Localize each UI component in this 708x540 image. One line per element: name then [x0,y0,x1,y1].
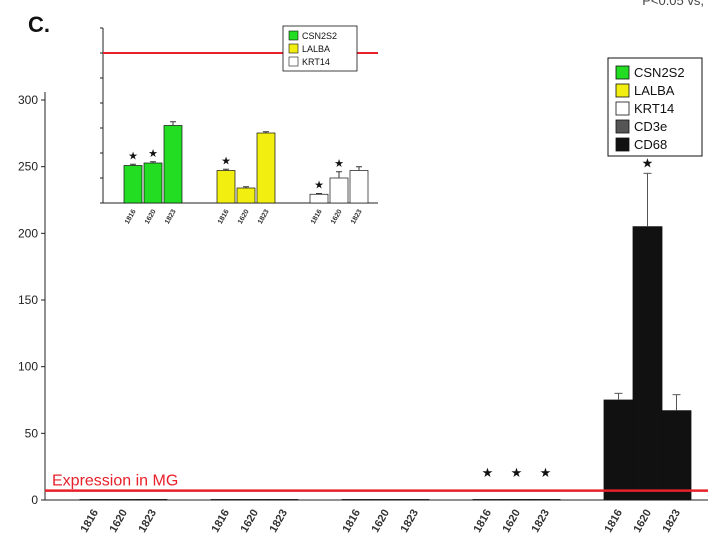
bar-cd3e-1816 [472,499,503,501]
inset-chart: ★ 1816 ★ 1620 1823 ★ 1816 1620 1823 ★ 1816 ★ 1620 182… [100,25,378,225]
inset-legend-label: LALBA [302,44,330,54]
y-tick-label: 100 [18,360,38,374]
inset-legend: CSN2S2 LALBA KRT14 [282,25,358,72]
inset-bar-krt14-1823 [349,170,369,204]
inset-x-tick-label: 1823 [350,208,364,225]
inset-legend-swatch-csn2s2 [288,30,299,41]
bar-cd68-1823 [661,410,692,501]
bar-csn2s2-1816 [79,499,110,501]
bar-lalba-1823 [268,499,299,501]
legend-swatch-krt14 [615,101,630,116]
inset-significance-star: ★ [128,150,138,162]
x-tick-label: 1620 [238,508,261,535]
bar-cd3e-1620 [501,499,532,501]
y-tick-label: 300 [18,93,38,107]
significance-star: ★ [540,465,552,480]
panel-label: C. [28,12,50,37]
x-tick-label: 1620 [500,508,523,535]
inset-legend-label: CSN2S2 [302,31,337,41]
bar-krt14-1620 [370,499,401,501]
inset-legend-swatch-lalba [288,43,299,54]
significance-star: ★ [511,465,523,480]
legend-swatch-cd68 [615,137,630,152]
legend-swatch-csn2s2 [615,65,630,80]
x-tick-label: 1620 [631,508,654,535]
inset-bar-lalba-1816 [216,170,236,204]
bar-csn2s2-1620 [108,499,139,501]
legend-label: CSN2S2 [634,65,685,80]
legend-label: LALBA [634,83,675,98]
inset-x-tick-label: 1816 [310,208,324,225]
inset-legend-swatch-krt14 [288,56,299,67]
x-tick-label: 1823 [267,508,290,535]
legend-label: CD68 [634,137,667,152]
bar-cd3e-1823 [530,499,561,501]
bar-krt14-1816 [341,499,372,501]
x-tick-label: 1620 [369,508,392,535]
significance-star: ★ [642,155,654,170]
legend-swatch-cd3e [615,119,630,134]
bar-krt14-1823 [399,499,430,501]
inset-legend-label: KRT14 [302,57,330,67]
inset-significance-star: ★ [334,158,344,170]
inset-x-tick-label: 1816 [124,208,138,225]
bar-cd68-1816 [603,399,634,501]
inset-x-tick-label: 1816 [217,208,231,225]
y-tick-label: 0 [31,493,38,507]
inset-x-tick-label: 1823 [257,208,271,225]
significance-star: ★ [482,465,494,480]
y-tick-label: 50 [25,426,39,440]
bar-cd68-1620 [632,226,663,501]
bar-lalba-1620 [239,499,270,501]
inset-bar-krt14-1620 [329,177,349,204]
x-tick-label: 1816 [78,508,101,535]
inset-bar-lalba-1620 [236,187,256,204]
x-tick-label: 1823 [529,508,552,535]
y-tick-label: 150 [18,293,38,307]
inset-x-tick-label: 1823 [164,208,178,225]
inset-significance-star: ★ [148,148,158,160]
x-tick-label: 1816 [340,508,363,535]
corner-text: P<0.05 vs, [642,0,704,8]
x-tick-label: 1816 [209,508,232,535]
reference-line-label: Expression in MG [52,473,178,490]
inset-significance-star: ★ [221,155,231,167]
x-tick-label: 1823 [660,508,683,535]
x-tick-label: 1620 [107,508,130,535]
legend: CSN2S2 LALBA KRT14 CD3e CD68 [607,57,703,157]
x-tick-label: 1816 [471,508,494,535]
inset-bar-csn2s2-1620 [143,162,163,204]
inset-bar-krt14-1816 [309,193,329,204]
legend-label: CD3e [634,119,667,134]
inset-x-tick-label: 1620 [237,208,251,225]
y-tick-label: 250 [18,160,38,174]
inset-bar-lalba-1823 [256,132,276,204]
legend-label: KRT14 [634,101,674,116]
x-tick-label: 1823 [136,508,159,535]
bar-lalba-1816 [210,499,241,501]
x-tick-label: 1823 [398,508,421,535]
inset-x-tick-label: 1620 [144,208,158,225]
y-tick-label: 200 [18,226,38,240]
main-chart: 0 50 100 150 200 250 300 1816 1620 1823 1816 1620 18… [18,57,708,535]
inset-x-tick-label: 1620 [330,208,344,225]
legend-swatch-lalba [615,83,630,98]
x-tick-label: 1816 [602,508,625,535]
inset-bar-csn2s2-1816 [123,165,143,204]
inset-bar-csn2s2-1823 [163,125,183,204]
bar-csn2s2-1823 [137,499,168,501]
inset-significance-star: ★ [314,180,324,192]
